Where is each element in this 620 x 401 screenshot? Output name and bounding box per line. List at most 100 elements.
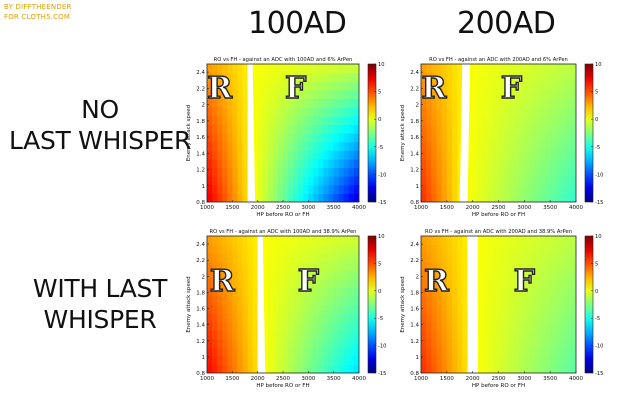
heatmap-cell [318,81,325,91]
heatmap-cell [421,193,427,202]
heatmap-cell [508,321,515,331]
heatmap-cell [298,107,304,117]
heatmap-cell [338,124,345,134]
heatmap-cell [313,115,320,125]
heatmap-cell [288,141,294,151]
heatmap-cell [503,167,510,177]
heatmap-cell [539,253,546,263]
heatmap-cell [452,184,458,194]
heatmap-cell [519,81,525,91]
heatmap-cell [431,338,438,348]
heatmap-cell [348,81,355,91]
heatmap-cell [343,98,350,108]
heatmap-cell [328,98,335,108]
heatmap-cell [534,364,541,373]
heatmap-cell [560,287,567,297]
heatmap-cell [508,150,515,160]
heatmap-cell [421,98,427,108]
chart-title: RO vs FH - against an ADC with 200AD and… [429,57,568,63]
heatmap-cell [318,244,325,254]
colorbar-tick-label: 10 [378,62,385,68]
heatmap-cell [338,150,345,160]
heatmap-cell [472,107,479,117]
heatmap-cell [333,124,340,134]
heatmap-cell [222,141,228,151]
heatmap-cell [472,98,479,108]
heatmap-cell [498,81,505,91]
heatmap-cell [421,253,427,263]
heatmap-cell [493,270,500,280]
chart-panel: RO vs FH - against an ADC with 100AD and… [186,57,386,218]
heatmap-cell [328,321,335,331]
heatmap-cell [477,278,484,288]
heatmap-cell [570,89,576,100]
heatmap-cell [252,304,259,314]
heatmap-cell [217,167,223,177]
heatmap-cell [343,287,350,297]
heatmap-cell [227,81,233,91]
heatmap-cell [426,278,432,288]
heatmap-cell [493,287,500,297]
heatmap-cell [524,176,531,186]
heatmap-cell [436,236,443,246]
heatmap-cell [242,98,249,108]
heatmap-cell [534,64,541,74]
heatmap-cell [283,347,289,357]
heatmap-cell [252,150,259,160]
heatmap-cell [323,355,330,366]
chart-title: RO vs FH - against an ADC with 100AD and… [214,57,353,63]
heatmap-cell [534,176,541,186]
heatmap-cell [313,141,320,151]
heatmap-cell [436,287,443,297]
heatmap-cell [222,253,228,263]
heatmap-cell [529,355,536,366]
heatmap-cell [212,321,218,331]
heatmap-cell [570,184,576,194]
heatmap-cell [247,278,254,288]
heatmap-cell [283,364,289,373]
heatmap-cell [529,107,536,117]
heatmap-cell [457,347,463,357]
heatmap-cell [313,253,320,263]
heatmap-cell [555,115,562,125]
heatmap-cell [498,330,505,340]
heatmap-cell [436,364,443,373]
heatmap-cell [426,72,432,82]
heatmap-cell [222,167,228,177]
heatmap-cell [421,64,427,74]
heatmap-cell [426,355,432,366]
heatmap-cell [338,347,345,357]
y-tick-label: 1.6 [410,135,419,141]
heatmap-cell [227,150,233,160]
heatmap-cell [283,321,289,331]
heatmap-cell [457,278,463,288]
x-axis-label: HP before RO or FH [472,212,525,218]
heatmap-cell [277,98,284,108]
heatmap-cell [462,364,469,373]
heatmap-cell [212,81,218,91]
heatmap-cell [565,355,572,366]
heatmap-cell [493,304,500,314]
heatmap-cell [539,89,546,100]
heatmap-cell [272,124,279,134]
heatmap-cell [545,355,551,366]
heatmap-cell [477,287,484,297]
heatmap-cell [483,244,489,254]
heatmap-cell [318,295,325,306]
heatmap-cell [298,270,304,280]
heatmap-cell [560,338,567,348]
heatmap-cell [555,364,562,373]
heatmap-cell [452,287,458,297]
heatmap-cell [237,295,244,306]
heatmap-cell [483,72,489,82]
heatmap-cell [293,124,299,134]
heatmap-cell [560,278,567,288]
heatmap-cell [545,261,551,271]
heatmap-cell [257,150,264,160]
heatmap-cell [529,81,536,91]
heatmap-cell [257,64,264,74]
heatmap-cell [207,295,213,306]
heatmap-cell [267,89,274,100]
heatmap-cell [277,253,284,263]
heatmap-cell [277,115,284,125]
